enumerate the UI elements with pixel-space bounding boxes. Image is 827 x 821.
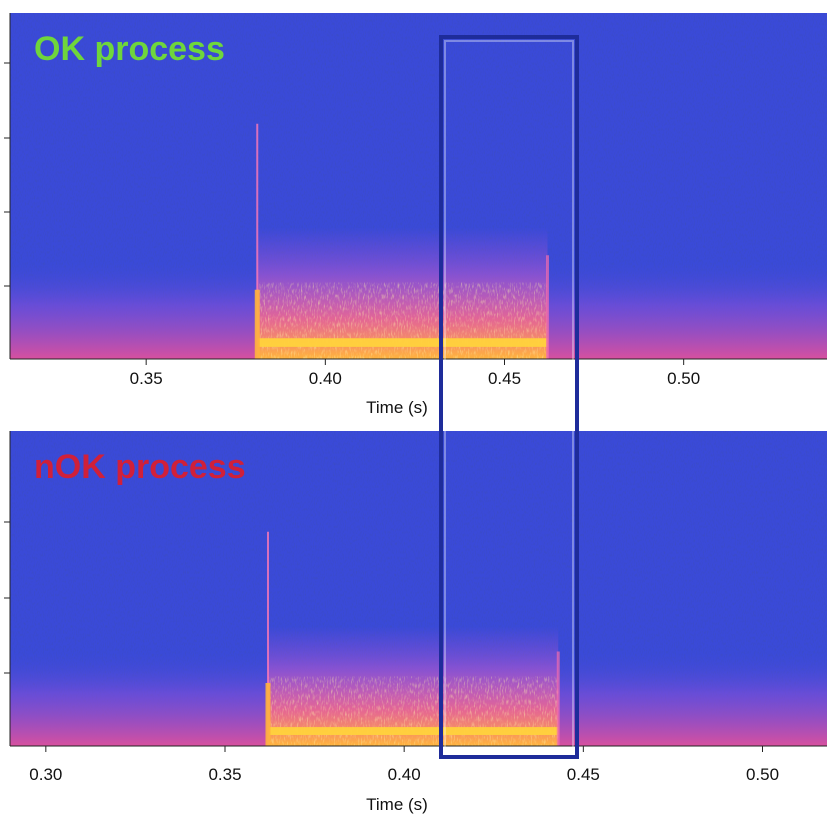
nok-process-panel: 0.30 0.35 0.40 0.45 0.50 nOK process Time (s… — [4, 431, 827, 814]
x-tick-label: 0.35 — [130, 369, 163, 388]
x-ticks: 0.35 0.40 0.45 0.50 — [130, 359, 700, 388]
highlight-box-inner-glow — [444, 40, 574, 754]
highlight-box — [439, 35, 579, 759]
event-texture — [257, 282, 548, 359]
panel-title: OK process — [34, 30, 225, 68]
y-ticks — [4, 521, 10, 674]
x-tick-label: 0.40 — [309, 369, 342, 388]
ok-process-panel: 0.35 0.40 0.45 0.50 OK process Time (s) — [4, 13, 827, 417]
panel-title: nOK process — [34, 448, 246, 486]
fundamental-line — [268, 727, 559, 735]
x-tick-label: 0.50 — [667, 369, 700, 388]
event-energy — [254, 123, 549, 359]
y-ticks — [4, 62, 10, 287]
event-texture — [268, 676, 559, 746]
x-tick-label: 0.50 — [746, 765, 779, 784]
x-tick-label: 0.45 — [567, 765, 600, 784]
x-ticks: 0.30 0.35 0.40 0.45 0.50 — [29, 746, 779, 784]
event-energy — [265, 531, 560, 746]
x-axis-label: Time (s) — [366, 795, 428, 814]
x-tick-label: 0.45 — [488, 369, 521, 388]
fundamental-line — [257, 338, 548, 347]
x-tick-label: 0.35 — [208, 765, 241, 784]
x-tick-label: 0.40 — [388, 765, 421, 784]
x-axis-label: Time (s) — [366, 398, 428, 417]
x-tick-label: 0.30 — [29, 765, 62, 784]
